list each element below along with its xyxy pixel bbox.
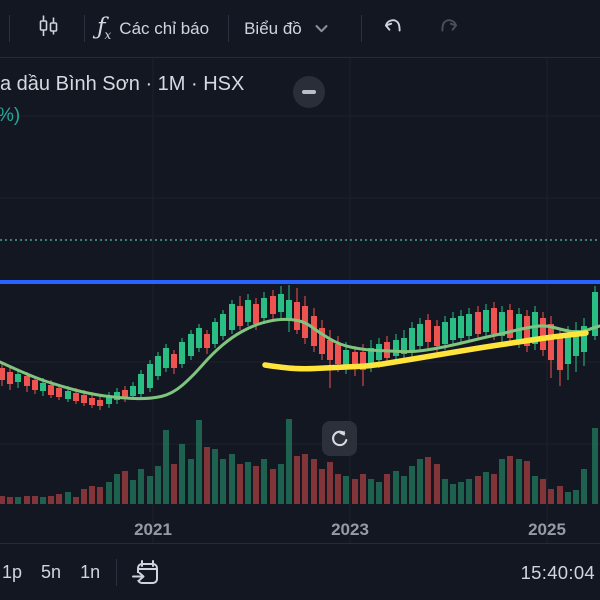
svg-text:2023: 2023 <box>331 520 369 539</box>
calendar-go-to-date-icon <box>130 557 162 589</box>
range-button-5n[interactable]: 5n <box>41 562 62 582</box>
hide-legend-button[interactable] <box>293 76 325 108</box>
indicators-button[interactable]: ƒx Các chỉ báo <box>97 13 210 43</box>
price-volume-chart[interactable]: 2021 2023 2025 <box>0 57 600 543</box>
undo-button[interactable] <box>380 15 407 43</box>
toolbar-divider <box>228 15 230 42</box>
chart-pane[interactable]: 2021 2023 2025 a dầu Bình Sơn · 1M · HSX %… <box>0 57 600 543</box>
redo-arrow-icon <box>435 15 462 43</box>
range-button-1n[interactable]: 1n <box>80 562 101 582</box>
chevron-down-icon <box>314 23 329 34</box>
fx-indicator-icon: ƒx <box>97 13 112 43</box>
undo-arrow-icon <box>380 15 407 43</box>
toolbar-divider <box>360 15 362 42</box>
range-button-1p[interactable]: 1p <box>2 562 23 582</box>
symbol-legend[interactable]: a dầu Bình Sơn · 1M · HSX <box>0 73 245 95</box>
indicators-button-label: Các chỉ báo <box>119 18 210 38</box>
bottom-toolbar: 1p 5n 1n 15:40:04 <box>0 543 600 600</box>
top-toolbar: ƒx Các chỉ báo Biểu đồ <box>0 0 600 58</box>
redo-button[interactable] <box>435 15 462 43</box>
chart-type-button-label: Biểu đồ <box>244 18 302 38</box>
svg-text:2025: 2025 <box>528 520 566 539</box>
refresh-icon <box>329 428 350 449</box>
toolbar-divider <box>116 559 118 586</box>
toolbar-divider <box>9 15 10 42</box>
refresh-button[interactable] <box>322 421 357 456</box>
session-clock[interactable]: 15:40:04 <box>520 561 595 583</box>
svg-text:2021: 2021 <box>134 520 172 539</box>
indicator-legend-fragment[interactable]: %) <box>0 105 21 126</box>
candlestick-style-button[interactable] <box>26 13 70 45</box>
chart-type-button[interactable]: Biểu đồ <box>244 19 329 39</box>
candlestick-chart-icon <box>35 13 61 45</box>
toolbar-divider <box>84 15 85 42</box>
minus-icon <box>302 90 316 94</box>
goto-date-button[interactable] <box>130 557 162 589</box>
